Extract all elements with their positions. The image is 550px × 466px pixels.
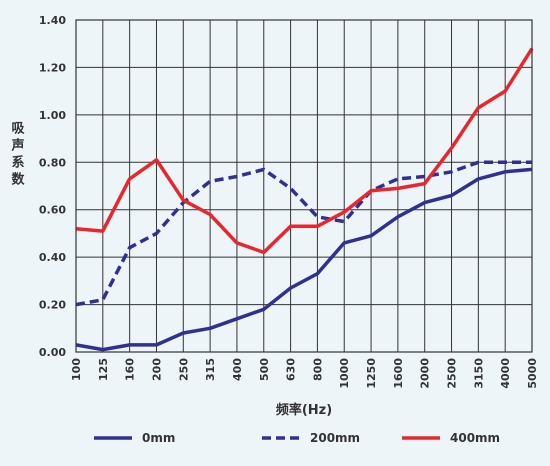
series-line-400mm (75, 47, 534, 255)
legend: 0mm 200mm 400mm (94, 431, 500, 445)
y-tick-labels: 0.00 0.20 0.40 0.60 0.80 1.00 1.20 1.40 (39, 14, 66, 359)
x-tick-label: 1000 (338, 358, 351, 389)
y-axis-label-char: 声 (10, 138, 24, 154)
y-tick-label: 1.20 (39, 61, 66, 74)
legend-label: 0mm (142, 431, 175, 445)
x-tick-label: 5000 (526, 358, 539, 389)
x-tick-label: 160 (124, 358, 137, 381)
y-tick-label: 0.00 (39, 346, 66, 359)
y-tick-label: 1.40 (39, 14, 66, 27)
y-tick-label: 0.60 (39, 204, 66, 217)
x-axis-label: 频率(Hz) (276, 402, 332, 418)
legend-label: 200mm (310, 431, 360, 445)
x-tick-label: 250 (177, 358, 190, 381)
plot-frame (75, 19, 533, 353)
y-tick-label: 0.80 (39, 156, 66, 169)
x-tick-label: 1600 (392, 358, 405, 389)
grid (76, 20, 532, 352)
x-tick-label: 125 (97, 358, 110, 381)
x-tick-label: 2500 (446, 358, 459, 389)
x-tick-label: 1250 (365, 358, 378, 389)
x-tick-label: 4000 (499, 358, 512, 389)
x-tick-label: 400 (231, 358, 244, 381)
y-axis-label-char: 系 (11, 155, 24, 171)
x-tick-label: 100 (70, 358, 83, 381)
x-tick-label: 315 (204, 358, 217, 381)
y-axis-label-char: 吸 (11, 122, 25, 137)
y-tick-label: 0.40 (39, 251, 66, 264)
x-tick-label: 3150 (472, 358, 485, 389)
x-tick-label: 500 (258, 358, 271, 381)
series-lines (75, 47, 534, 352)
y-axis-label-char: 数 (11, 172, 25, 188)
x-tick-labels: 100 125 160 200 250 315 400 500 630 800 1000 1250 16… (70, 358, 539, 389)
x-tick-label: 200 (150, 358, 163, 381)
y-tick-label: 1.00 (39, 109, 66, 122)
x-tick-label: 630 (285, 358, 298, 381)
series-line-0mm (75, 167, 533, 352)
legend-label: 400mm (450, 431, 500, 445)
x-tick-label: 800 (311, 358, 324, 381)
x-tick-label: 2000 (419, 358, 432, 389)
y-tick-label: 0.20 (39, 299, 66, 312)
series-line-200mm (75, 160, 532, 307)
